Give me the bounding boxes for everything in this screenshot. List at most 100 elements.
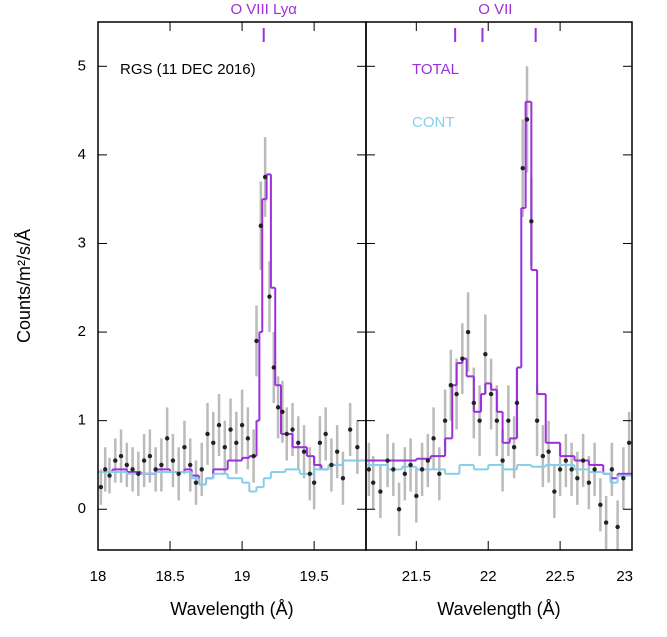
data-point (147, 453, 153, 459)
data-point (280, 409, 285, 414)
data-point (552, 489, 557, 494)
data-point (245, 436, 251, 441)
data-point (592, 467, 597, 472)
data-point (267, 294, 272, 299)
data-point (113, 458, 118, 463)
data-point (103, 467, 108, 472)
data-point (355, 445, 360, 450)
data-point (118, 453, 124, 459)
y-tick-label: 2 (78, 323, 86, 340)
data-point (396, 507, 402, 512)
data-point (199, 467, 204, 472)
data-point (164, 436, 170, 441)
x-tick-label: 22 (480, 568, 497, 585)
x-tick-label: 18 (90, 568, 107, 585)
data-point (511, 445, 517, 450)
data-point (580, 458, 586, 463)
y-axis-label: Counts/m²/s/Å (14, 229, 34, 343)
data-point (182, 445, 187, 450)
data-point (615, 524, 620, 530)
data-point (477, 418, 482, 423)
data-point (271, 365, 276, 370)
data-point (290, 427, 295, 432)
data-point (391, 467, 396, 472)
x-tick-label: 19.5 (300, 568, 329, 585)
data-point (437, 471, 442, 477)
data-point (569, 467, 574, 472)
data-point (136, 471, 141, 477)
data-point (448, 383, 454, 388)
y-tick-label: 3 (78, 234, 86, 251)
data-point (301, 449, 307, 454)
data-point (254, 338, 259, 344)
data-point (170, 458, 176, 463)
data-point (431, 436, 436, 441)
x-tick-label: 19 (234, 568, 251, 585)
data-point (563, 458, 569, 463)
y-tick-label: 1 (78, 412, 86, 429)
data-point (107, 473, 112, 478)
panel-frame (365, 21, 633, 551)
data-point (141, 458, 147, 463)
data-point (251, 453, 256, 459)
data-point (621, 476, 626, 481)
data-point (514, 400, 520, 406)
data-point (609, 467, 615, 472)
data-point (222, 445, 227, 450)
data-point (575, 476, 580, 481)
x-tick-label: 21.5 (402, 568, 431, 585)
data-point (442, 418, 448, 423)
data-point (159, 462, 164, 468)
data-point (534, 418, 540, 423)
data-point (557, 467, 563, 472)
data-point (329, 462, 334, 468)
x-tick-label: 23 (616, 568, 633, 585)
annotation: RGS (11 DEC 2016) (120, 61, 256, 78)
data-point (425, 458, 431, 463)
data-point (460, 356, 465, 361)
data-point (317, 440, 323, 446)
data-point (598, 502, 603, 508)
data-point (402, 471, 408, 477)
data-point (153, 467, 158, 472)
data-point (506, 418, 511, 423)
data-point (124, 462, 130, 468)
data-point (603, 520, 609, 525)
data-point (130, 467, 135, 472)
data-point (385, 458, 390, 463)
x-axis-label: Wavelength (Å) (170, 599, 293, 619)
data-point (311, 480, 317, 485)
data-point (408, 462, 413, 468)
data-point (419, 467, 425, 472)
x-tick-label: 18.5 (155, 568, 184, 585)
data-point (228, 427, 233, 432)
data-point (471, 400, 477, 406)
data-point (347, 427, 353, 432)
data-point (205, 431, 210, 437)
data-point (454, 391, 459, 397)
data-point (216, 422, 222, 428)
data-point (239, 422, 245, 428)
data-point (488, 391, 494, 397)
data-point (500, 458, 505, 463)
data-point (465, 329, 471, 335)
line-label: O VII (478, 1, 512, 18)
data-point (234, 440, 239, 446)
data-point (307, 471, 313, 477)
data-point (586, 480, 592, 485)
data-point (494, 418, 500, 423)
data-point (540, 453, 546, 459)
data-point (334, 449, 340, 454)
y-tick-label: 0 (78, 500, 86, 517)
data-point (323, 431, 328, 437)
data-point (193, 480, 199, 485)
data-point (626, 440, 632, 446)
data-point (483, 352, 488, 357)
data-point (520, 165, 525, 171)
x-axis-label: Wavelength (Å) (437, 599, 560, 619)
data-point (211, 440, 216, 446)
data-point (370, 480, 376, 485)
data-point (275, 405, 281, 410)
